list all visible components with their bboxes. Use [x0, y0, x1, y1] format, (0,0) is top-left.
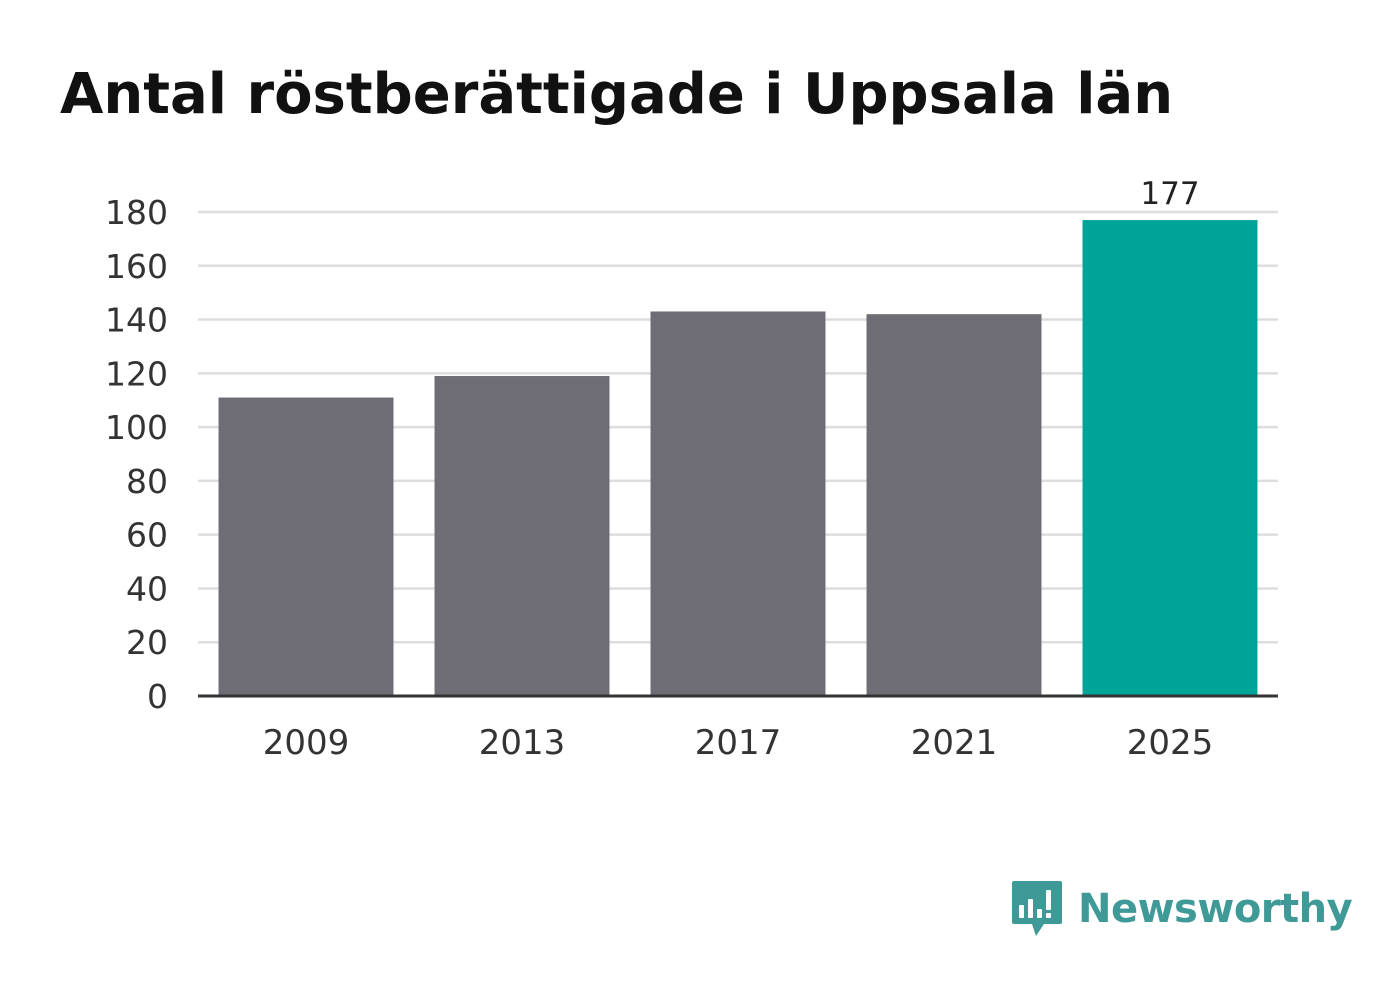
y-tick-label: 40 [126, 569, 168, 608]
bar-2017 [650, 311, 826, 696]
chart-title: Antal röstberättigade i Uppsala län [60, 62, 1174, 127]
bar-2009 [218, 397, 394, 696]
x-axis-tick-labels: 2009 2013 2017 2021 2025 [263, 723, 1214, 763]
brand-name: Newsworthy [1078, 886, 1353, 932]
data-label-2025: 177 [1140, 176, 1199, 212]
y-axis-tick-labels: 0 20 40 60 80 100 120 140 160 180 [105, 193, 168, 716]
x-tick-label: 2025 [1127, 723, 1214, 763]
newsworthy-logo: Newsworthy [1010, 878, 1353, 940]
y-tick-label: 0 [147, 677, 168, 716]
x-tick-label: 2009 [263, 723, 350, 763]
bar-2013 [434, 376, 610, 696]
y-tick-label: 180 [105, 193, 168, 232]
newsworthy-bar-chart-speech-bubble-icon [1012, 881, 1062, 936]
y-tick-label: 160 [105, 247, 168, 286]
x-tick-label: 2021 [911, 723, 998, 763]
y-tick-label: 140 [105, 301, 168, 340]
bar-2025 [1082, 220, 1258, 697]
x-tick-label: 2013 [479, 723, 566, 763]
x-tick-label: 2017 [695, 723, 782, 763]
y-tick-label: 20 [126, 623, 168, 662]
data-labels: 177 [1140, 176, 1199, 212]
y-tick-label: 120 [105, 354, 168, 393]
y-tick-label: 80 [126, 462, 168, 501]
bar-2021 [866, 314, 1042, 696]
y-tick-label: 100 [105, 408, 168, 447]
y-tick-label: 60 [126, 516, 168, 555]
bars [218, 220, 1258, 697]
